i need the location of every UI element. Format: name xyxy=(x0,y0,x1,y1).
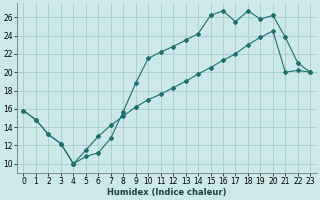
X-axis label: Humidex (Indice chaleur): Humidex (Indice chaleur) xyxy=(107,188,227,197)
